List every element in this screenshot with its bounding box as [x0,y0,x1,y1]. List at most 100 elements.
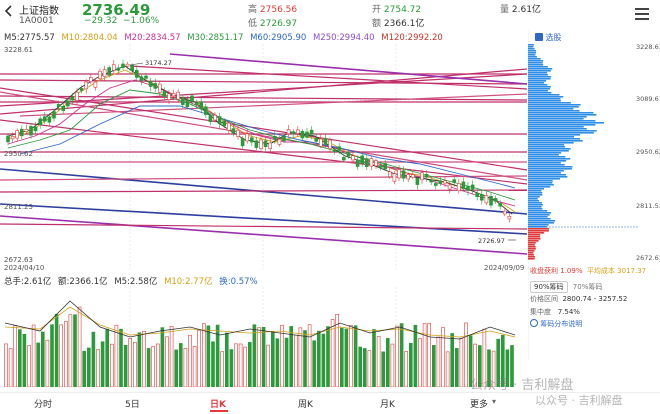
volume-bar [238,343,243,387]
volume-bar [261,327,266,387]
candle [171,93,176,97]
volume-bar [50,324,54,387]
tab-5day[interactable]: 5日 [125,400,140,410]
candle [135,69,139,78]
volume-bar [381,351,386,387]
chip-price-2: 3089.61 [636,95,660,103]
candle [38,118,43,125]
info-icon [530,319,538,327]
tab-daily-k[interactable]: 日K [210,400,226,410]
tab-more[interactable]: 更多 [470,400,489,410]
chip-price-5: 2672.63 [636,254,660,262]
candle [424,174,429,178]
candle [148,81,153,87]
volume-bar [22,333,27,387]
chip-bar [528,256,535,258]
chip-bar [528,162,561,164]
volume-bar [316,330,321,387]
candle [452,179,457,183]
chip70-tab[interactable]: 70%筹码 [572,283,603,291]
candle [341,157,346,161]
volume-bar [156,343,160,387]
volume-chart[interactable] [0,287,527,387]
profit-label: 收盘获利 [530,267,558,275]
volume-bar [404,351,409,387]
chip-bar [528,116,587,118]
volume-bar [110,343,114,387]
candle [470,184,475,190]
volume-bar [206,325,211,387]
volume-bar [454,348,459,387]
tab-timeshare[interactable]: 分时 [34,400,53,410]
chip-bar [528,254,534,256]
volume-bar [335,314,340,387]
tab-weekly-k[interactable]: 周K [298,400,313,410]
active-tab-indicator [210,410,228,412]
chip-bar [528,54,536,56]
candle [369,158,374,167]
candle [222,120,226,127]
candle [125,63,130,67]
volume-bar [303,330,307,387]
ma30-value: M30:2851.17 [187,33,244,43]
candle [24,129,29,133]
y-label-2: 2950.62 [4,150,33,158]
chip-select-tab[interactable]: 选股 [535,32,562,43]
chip-bar [528,216,548,218]
chip-bar [528,44,534,46]
chip-bar [528,232,545,234]
tab-monthly-k[interactable]: 月K [380,400,395,410]
volume-bar [445,351,450,387]
volume-bar [165,336,169,387]
candle [231,128,236,134]
candle [190,95,194,102]
volume-bar [422,323,427,387]
menu-icon[interactable] [634,7,650,21]
candle [29,126,33,136]
amount: 额 2366.1亿 [372,19,425,29]
chip90-tab[interactable]: 90%筹码 [530,281,568,293]
current-price: 2736.49 [82,1,151,19]
volume-bar [312,340,317,387]
volume-bar [40,331,45,387]
chip-bar [528,134,581,136]
chip-bar [528,180,553,182]
candle [447,184,452,190]
chip-bar [528,126,584,128]
candle [89,77,93,83]
chip-bar [528,140,583,142]
chip-bar [528,70,551,72]
volume-bar [27,345,31,387]
chip-bar [528,110,580,112]
chip-desc-link[interactable]: 筹码分布说明 [530,319,582,329]
candle [144,75,148,79]
volume-bar [385,338,390,387]
candle [167,93,171,100]
volume-bar [390,343,395,387]
volume-bar [372,329,376,387]
chip-bar [528,182,553,184]
y-label-bottom: 2672.63 [4,256,33,264]
candle [162,91,167,97]
candle [484,195,489,204]
kline-chart[interactable]: 3228.61 2950.62 2811.23 2672.63 3174.27 … [0,44,527,269]
volume-bar [376,336,381,387]
chip-bar [528,150,569,152]
chip-price-4: 2811.53 [636,202,660,210]
volume-bar [367,350,372,387]
more-chevron-icon[interactable]: ▾ [492,397,497,406]
chip-bar [528,144,565,146]
candle [84,81,88,90]
candle [364,158,369,167]
chip-bar [528,148,571,150]
candle [6,135,10,143]
candle [346,151,351,157]
candle [272,136,277,140]
back-arrow-icon[interactable] [3,5,15,17]
chip-bar [528,186,551,188]
chip-bar [528,156,566,158]
chip-bar [528,248,536,250]
concentration-value: 7.54% [557,308,580,316]
chip-distribution-chart[interactable] [528,30,660,360]
low-label: 2726.97 [478,237,505,245]
